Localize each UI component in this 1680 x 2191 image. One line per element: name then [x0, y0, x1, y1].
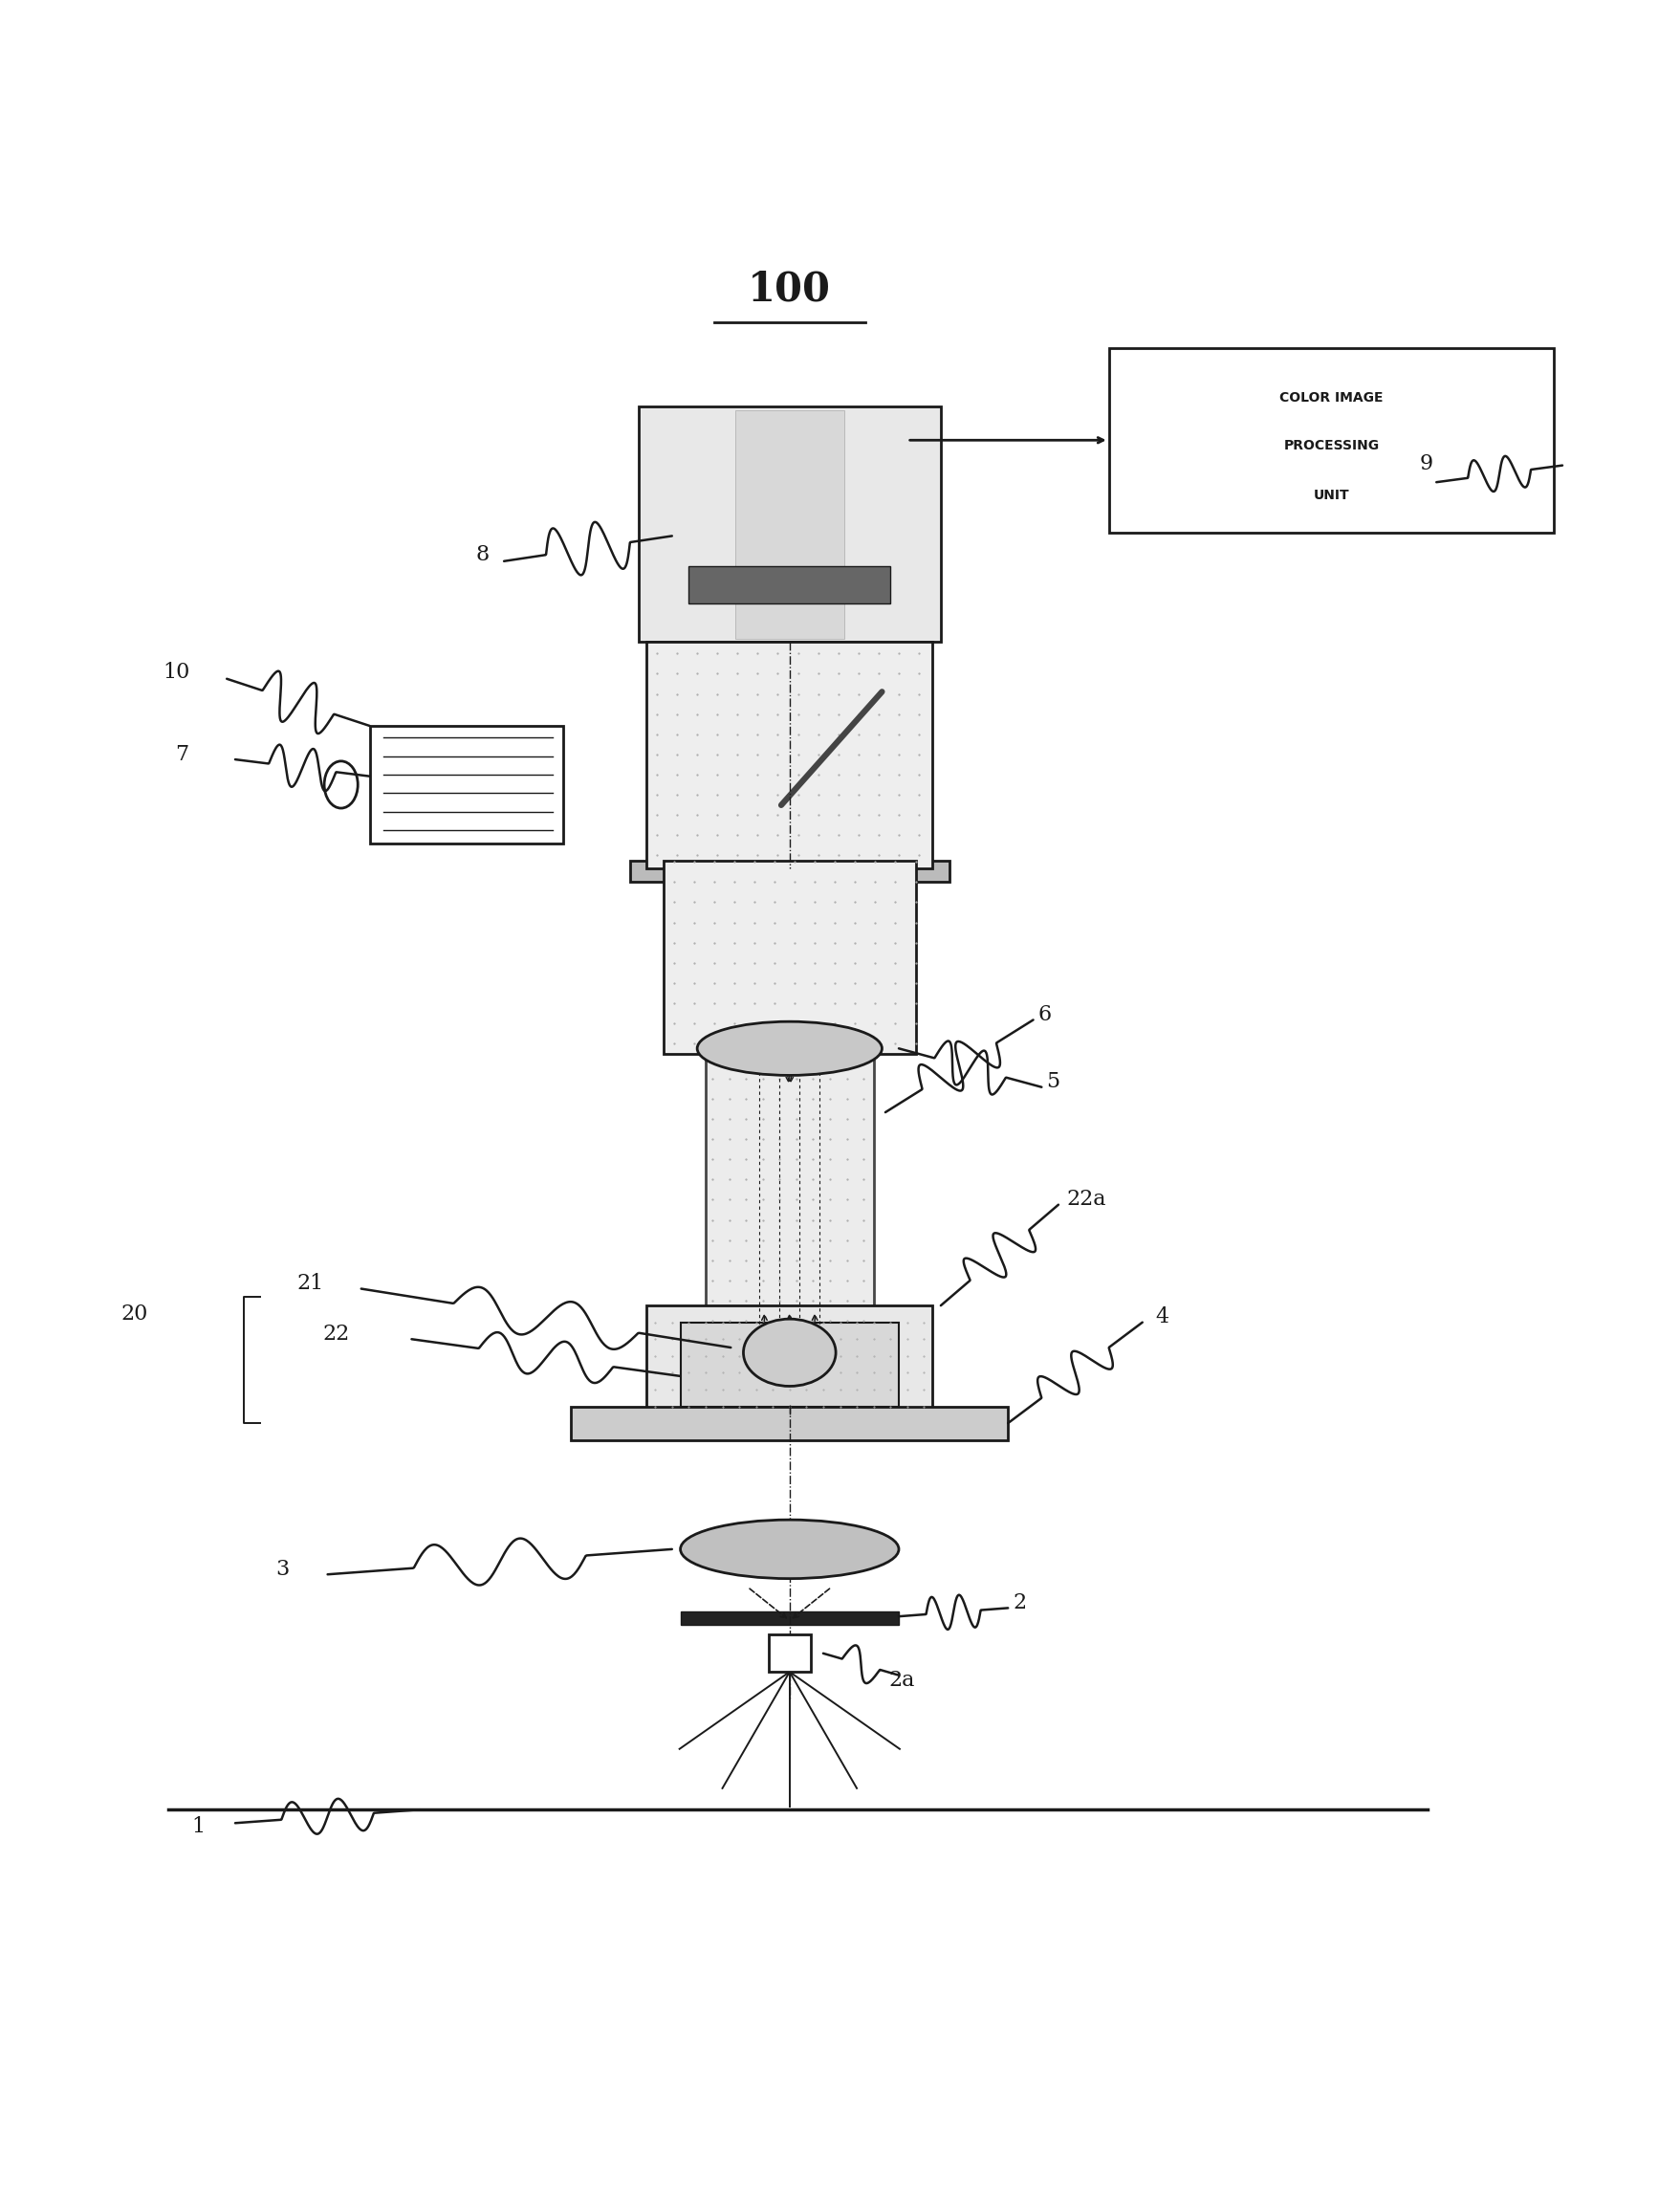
Bar — [680, 1610, 899, 1626]
Bar — [689, 565, 890, 603]
Bar — [647, 642, 932, 868]
Bar — [647, 1306, 932, 1415]
Text: 10: 10 — [163, 662, 190, 684]
Text: 2: 2 — [1013, 1593, 1026, 1613]
Text: 2a: 2a — [889, 1670, 916, 1691]
Bar — [706, 1054, 874, 1330]
Text: 22: 22 — [323, 1323, 349, 1345]
Ellipse shape — [680, 1521, 899, 1578]
Bar — [664, 861, 916, 1054]
Text: 7: 7 — [175, 745, 188, 765]
Text: 5: 5 — [1047, 1071, 1060, 1093]
Text: 22a: 22a — [1067, 1190, 1107, 1209]
Bar — [769, 1634, 811, 1672]
Text: 20: 20 — [121, 1304, 148, 1326]
Bar — [630, 861, 949, 883]
Text: PROCESSING: PROCESSING — [1284, 438, 1379, 451]
Text: 100: 100 — [748, 269, 832, 309]
Text: 21: 21 — [297, 1273, 324, 1295]
Bar — [680, 1323, 899, 1407]
Bar — [1109, 348, 1554, 532]
Text: 9: 9 — [1420, 454, 1433, 473]
Bar — [571, 1407, 1008, 1439]
Text: 4: 4 — [1156, 1306, 1169, 1328]
Ellipse shape — [697, 1021, 882, 1076]
Text: 8: 8 — [475, 543, 489, 565]
Bar — [736, 410, 843, 638]
Text: 3: 3 — [276, 1558, 289, 1580]
Text: 1: 1 — [192, 1816, 205, 1836]
Ellipse shape — [743, 1319, 837, 1387]
Bar — [638, 408, 941, 642]
Bar — [370, 725, 563, 844]
Text: COLOR IMAGE: COLOR IMAGE — [1280, 390, 1383, 405]
Text: UNIT: UNIT — [1314, 489, 1349, 502]
Ellipse shape — [324, 760, 358, 808]
Text: 6: 6 — [1038, 1003, 1052, 1025]
